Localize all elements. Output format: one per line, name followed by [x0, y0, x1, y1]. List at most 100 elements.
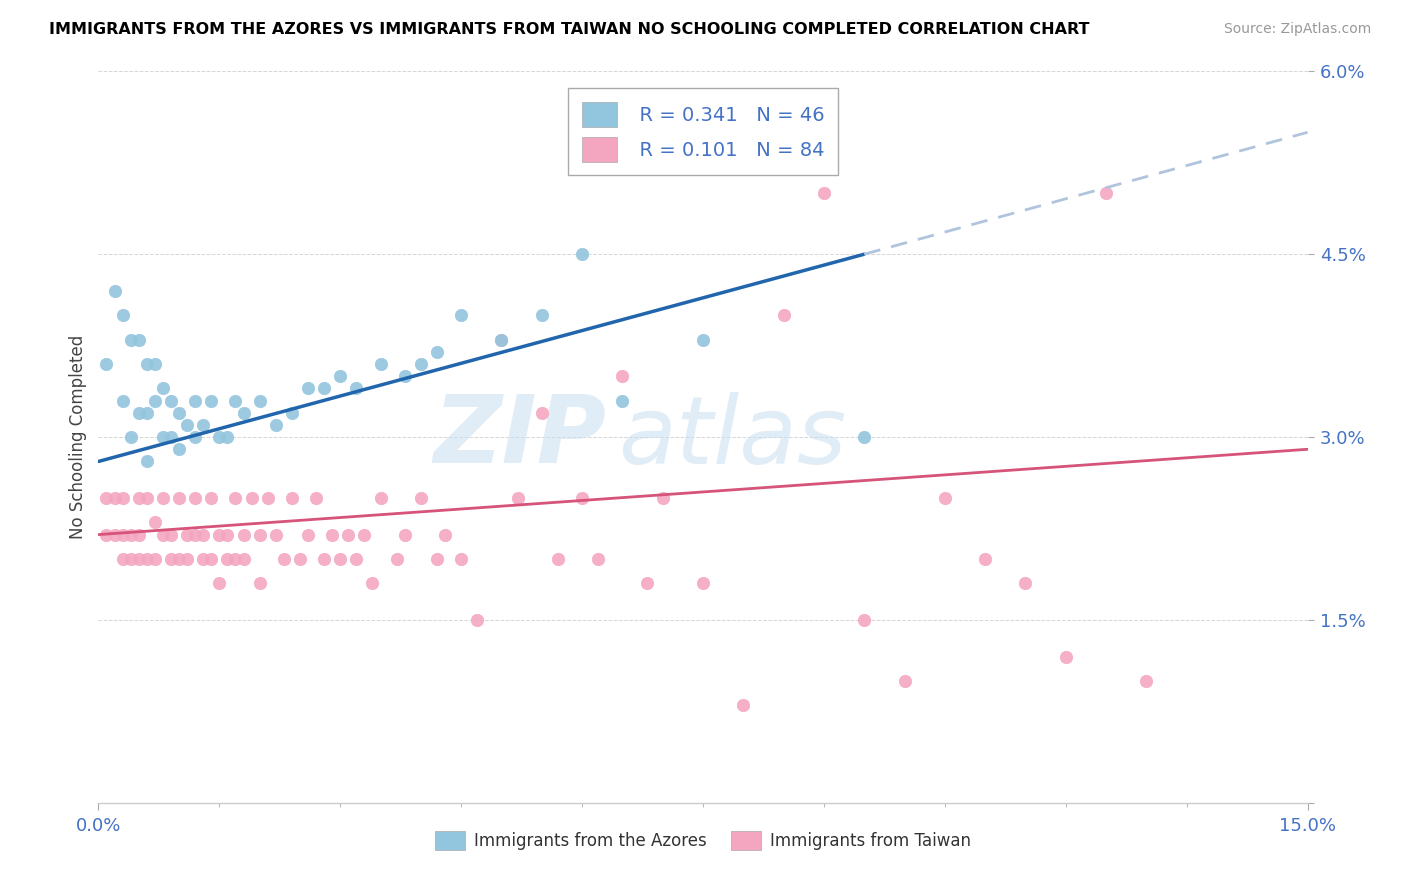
Point: [329, 369, 352, 384]
Point: [143, 357, 166, 371]
Point: [176, 527, 198, 541]
Point: [176, 552, 198, 566]
Point: [128, 406, 150, 420]
Text: Source: ZipAtlas.com: Source: ZipAtlas.com: [1223, 22, 1371, 37]
Point: [167, 552, 190, 566]
Point: [281, 491, 304, 505]
Point: [111, 393, 134, 408]
Point: [450, 552, 472, 566]
Point: [297, 527, 319, 541]
Point: [465, 613, 488, 627]
Point: [314, 552, 336, 566]
Point: [394, 369, 416, 384]
Point: [249, 393, 271, 408]
Point: [491, 333, 513, 347]
Point: [1135, 673, 1157, 688]
Point: [143, 516, 166, 530]
Point: [893, 673, 915, 688]
Point: [426, 344, 449, 359]
Point: [193, 552, 215, 566]
Point: [167, 442, 190, 457]
Point: [314, 381, 336, 395]
Point: [232, 527, 254, 541]
Point: [853, 613, 876, 627]
Point: [305, 491, 328, 505]
Point: [612, 369, 634, 384]
Point: [128, 527, 150, 541]
Point: [853, 430, 876, 444]
Point: [370, 491, 392, 505]
Point: [586, 552, 609, 566]
Point: [385, 552, 408, 566]
Point: [344, 552, 367, 566]
Point: [344, 381, 367, 395]
Point: [160, 430, 183, 444]
Point: [143, 393, 166, 408]
Point: [96, 527, 118, 541]
Point: [120, 430, 142, 444]
Point: [167, 406, 190, 420]
Point: [152, 430, 174, 444]
Text: atlas: atlas: [619, 392, 846, 483]
Point: [264, 417, 287, 432]
Point: [135, 454, 157, 468]
Point: [120, 527, 142, 541]
Point: [506, 491, 529, 505]
Point: [370, 357, 392, 371]
Legend: Immigrants from the Azores, Immigrants from Taiwan: Immigrants from the Azores, Immigrants f…: [429, 824, 977, 856]
Point: [152, 527, 174, 541]
Point: [184, 430, 207, 444]
Point: [1095, 186, 1118, 201]
Point: [249, 576, 271, 591]
Point: [547, 552, 569, 566]
Point: [692, 576, 714, 591]
Point: [128, 333, 150, 347]
Point: [96, 491, 118, 505]
Point: [224, 491, 246, 505]
Point: [152, 491, 174, 505]
Point: [297, 381, 319, 395]
Point: [120, 552, 142, 566]
Point: [111, 308, 134, 322]
Point: [128, 552, 150, 566]
Point: [193, 527, 215, 541]
Point: [184, 393, 207, 408]
Point: [249, 527, 271, 541]
Point: [256, 491, 278, 505]
Point: [111, 552, 134, 566]
Point: [135, 552, 157, 566]
Point: [772, 308, 794, 322]
Point: [321, 527, 343, 541]
Point: [409, 491, 432, 505]
Point: [434, 527, 457, 541]
Point: [974, 552, 997, 566]
Point: [120, 333, 142, 347]
Point: [281, 406, 304, 420]
Point: [636, 576, 658, 591]
Point: [232, 552, 254, 566]
Point: [111, 491, 134, 505]
Point: [426, 552, 449, 566]
Point: [217, 430, 239, 444]
Point: [813, 186, 835, 201]
Point: [103, 527, 125, 541]
Point: [208, 430, 231, 444]
Point: [200, 552, 222, 566]
Point: [273, 552, 295, 566]
Point: [491, 333, 513, 347]
Point: [240, 491, 263, 505]
Point: [217, 527, 239, 541]
Point: [394, 527, 416, 541]
Point: [184, 527, 207, 541]
Point: [409, 357, 432, 371]
Point: [103, 284, 125, 298]
Point: [200, 491, 222, 505]
Point: [934, 491, 956, 505]
Point: [184, 491, 207, 505]
Point: [571, 247, 593, 261]
Text: ZIP: ZIP: [433, 391, 606, 483]
Point: [571, 491, 593, 505]
Point: [361, 576, 384, 591]
Point: [208, 527, 231, 541]
Point: [232, 406, 254, 420]
